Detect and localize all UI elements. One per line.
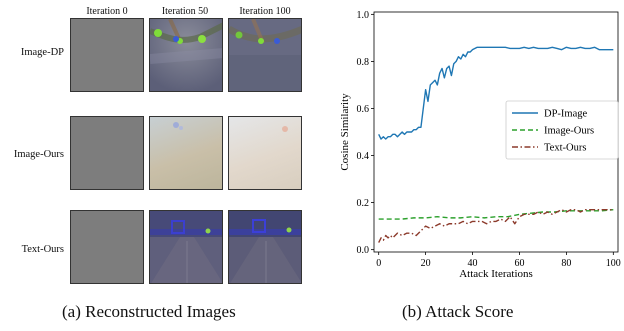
row-label-image-dp: Image-DP (20, 47, 64, 58)
x-tick-label: 80 (561, 258, 571, 269)
image-ours-iteration-0-image (70, 116, 144, 190)
image-dp-iteration-100-image (228, 18, 302, 92)
column-header-iteration-50: Iteration 50 (161, 6, 209, 17)
series-line-text-ours (378, 208, 614, 243)
x-tick-label: 60 (514, 258, 524, 269)
image-dp-iteration-0-image (70, 18, 144, 92)
text-ours-iteration-0-image (70, 210, 144, 284)
x-tick-label: 20 (421, 258, 431, 269)
y-tick-label: 1.0 (357, 10, 370, 21)
caption-reconstructed-images: (a) Reconstructed Images (62, 302, 236, 321)
y-axis-label: Cosine Similarity (339, 93, 351, 171)
x-tick-label: 0 (376, 258, 381, 269)
legend-label: DP-Image (544, 109, 587, 120)
row-label-text-ours: Text-Ours (21, 244, 64, 255)
image-dp-iteration-50-image (149, 18, 223, 92)
series-line-dp-image (378, 46, 614, 140)
y-tick-label: 0.6 (357, 104, 370, 115)
legend-label: Text-Ours (544, 143, 586, 154)
x-axis-label: Attack Iterations (459, 268, 533, 280)
column-header-iteration-100: Iteration 100 (239, 6, 291, 17)
x-tick-label: 40 (468, 258, 478, 269)
y-tick-label: 0.0 (357, 245, 370, 256)
series-line-image-ours (378, 208, 614, 220)
image-ours-iteration-50-image (149, 116, 223, 190)
column-header-iteration-0: Iteration 0 (86, 6, 128, 17)
y-tick-label: 0.8 (357, 57, 370, 68)
text-ours-iteration-100-image (228, 210, 302, 284)
y-tick-label: 0.4 (357, 151, 370, 162)
attack-score-chart: 0.0 0.2 0.4 0.6 0.8 1.0 0 20 40 60 80 100 Attack Ite… (339, 10, 621, 280)
x-tick-label: 100 (606, 258, 621, 269)
image-ours-iteration-100-image (228, 116, 302, 190)
text-ours-iteration-50-image (149, 210, 223, 284)
caption-attack-score: (b) Attack Score (402, 302, 514, 321)
legend-box (505, 100, 619, 160)
legend-label: Image-Ours (544, 126, 594, 137)
row-label-image-ours: Image-Ours (13, 149, 64, 160)
y-tick-label: 0.2 (357, 198, 370, 209)
